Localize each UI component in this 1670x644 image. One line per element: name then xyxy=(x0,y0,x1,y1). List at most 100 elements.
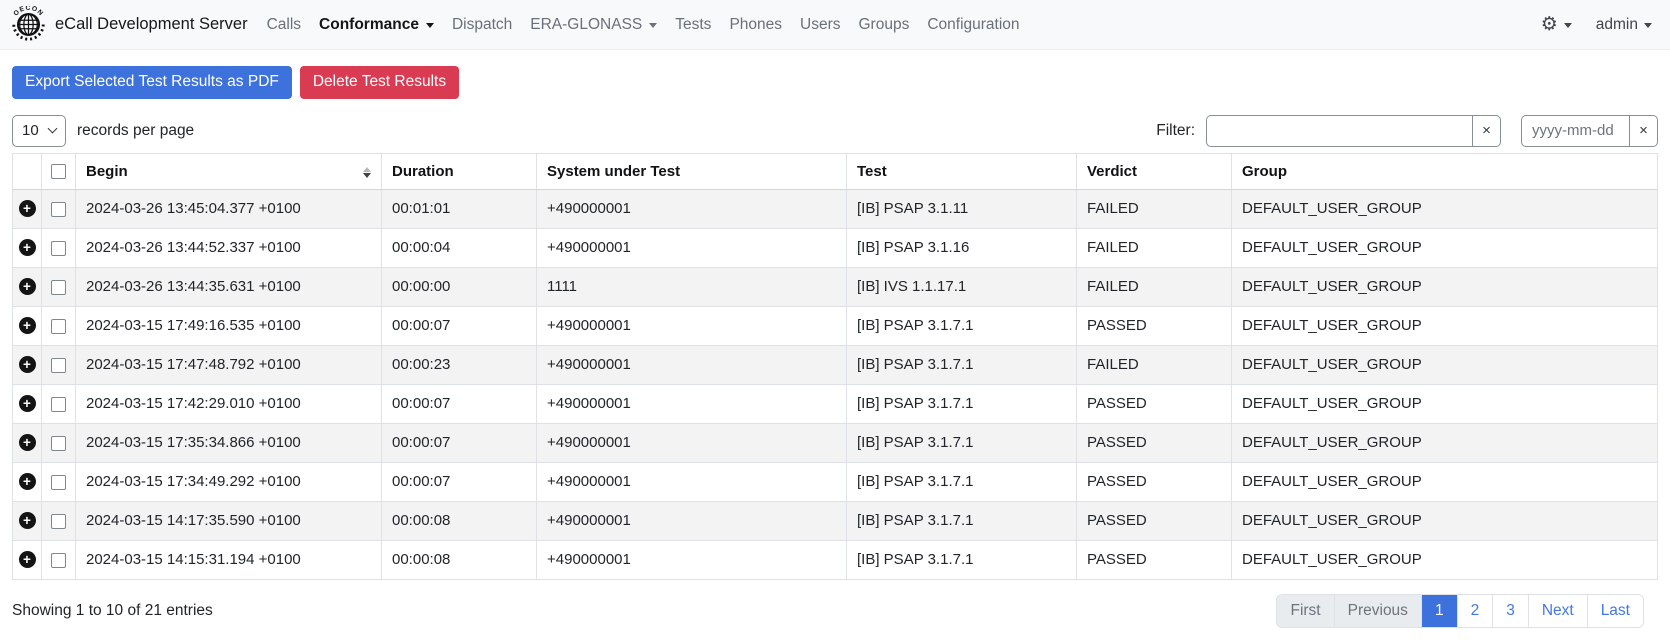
expand-column-header xyxy=(12,152,42,190)
row-group: DEFAULT_USER_GROUP xyxy=(1231,383,1658,424)
row-begin: 2024-03-26 13:44:52.337 +0100 xyxy=(75,227,382,268)
expand-row-button[interactable]: + xyxy=(18,356,36,374)
row-system-under-test: +490000001 xyxy=(536,227,847,268)
page-1[interactable]: 1 xyxy=(1421,594,1458,627)
test-results-table: Begin Duration System under Test Test Verdic… xyxy=(12,152,1658,580)
row-duration: 00:00:00 xyxy=(381,266,537,307)
row-verdict: FAILED xyxy=(1076,227,1232,268)
table-controls: 10 records per page Filter: × × xyxy=(12,114,1658,147)
row-checkbox[interactable] xyxy=(51,279,66,295)
expand-row-button[interactable]: + xyxy=(18,395,36,413)
page-next[interactable]: Next xyxy=(1528,594,1588,627)
table-row: +2024-03-15 17:35:34.866 +0100 00:00:07 +4… xyxy=(12,422,1658,463)
expand-row-button[interactable]: + xyxy=(18,200,36,218)
expand-cell: + xyxy=(12,188,42,229)
nav-item-label: Groups xyxy=(858,15,910,33)
nav-item-dispatch[interactable]: Dispatch xyxy=(443,8,521,42)
column-header-verdict[interactable]: Verdict xyxy=(1076,152,1232,190)
checkbox-cell xyxy=(41,422,76,463)
expand-cell: + xyxy=(12,461,42,502)
expand-cell: + xyxy=(12,422,42,463)
clear-filter-button[interactable]: × xyxy=(1472,114,1501,147)
user-dropdown[interactable]: admin xyxy=(1596,16,1652,34)
row-checkbox[interactable] xyxy=(51,396,66,412)
settings-dropdown[interactable]: ⚙ xyxy=(1541,15,1572,34)
row-verdict: PASSED xyxy=(1076,500,1232,541)
row-checkbox[interactable] xyxy=(51,318,66,334)
page-2[interactable]: 2 xyxy=(1457,594,1494,627)
table-row: +2024-03-26 13:45:04.377 +0100 00:01:01 +4… xyxy=(12,188,1658,229)
expand-row-button[interactable]: + xyxy=(18,434,36,452)
checkbox-cell xyxy=(41,188,76,229)
checkbox-cell xyxy=(41,227,76,268)
page-size-label: records per page xyxy=(77,121,195,139)
row-verdict: PASSED xyxy=(1076,422,1232,463)
nav-item-label: Conformance xyxy=(319,15,419,33)
column-header-label: System under Test xyxy=(547,162,681,180)
row-system-under-test: +490000001 xyxy=(536,344,847,385)
row-group: DEFAULT_USER_GROUP xyxy=(1231,422,1658,463)
expand-row-button[interactable]: + xyxy=(18,317,36,335)
nav-item-label: Configuration xyxy=(927,15,1020,33)
row-system-under-test: +490000001 xyxy=(536,539,847,580)
date-filter-input[interactable] xyxy=(1521,114,1629,147)
expand-row-button[interactable]: + xyxy=(18,473,36,491)
expand-row-button[interactable]: + xyxy=(18,512,36,530)
row-checkbox[interactable] xyxy=(51,357,66,373)
row-checkbox[interactable] xyxy=(51,552,66,568)
row-test: [IB] PSAP 3.1.7.1 xyxy=(846,383,1077,424)
row-checkbox[interactable] xyxy=(51,513,66,529)
chevron-down-icon xyxy=(425,23,434,28)
toolbar: Export Selected Test Results as PDF Dele… xyxy=(12,66,1658,99)
column-header-system-under-test[interactable]: System under Test xyxy=(536,152,847,190)
sort-asc-icon xyxy=(363,166,371,172)
expand-cell: + xyxy=(12,539,42,580)
expand-row-button[interactable]: + xyxy=(18,551,36,569)
column-header-label: Verdict xyxy=(1087,162,1138,180)
page-size-select[interactable]: 10 xyxy=(12,114,66,147)
sort-desc-icon xyxy=(363,172,371,178)
row-begin: 2024-03-15 14:17:35.590 +0100 xyxy=(75,500,382,541)
nav-item-tests[interactable]: Tests xyxy=(666,8,720,42)
expand-cell: + xyxy=(12,344,42,385)
checkbox-cell xyxy=(41,461,76,502)
row-duration: 00:00:23 xyxy=(381,344,537,385)
checkbox-cell xyxy=(41,383,76,424)
expand-cell: + xyxy=(12,305,42,346)
nav-item-conformance[interactable]: Conformance xyxy=(310,8,443,42)
page-last[interactable]: Last xyxy=(1587,594,1643,627)
row-test: [IB] PSAP 3.1.7.1 xyxy=(846,344,1077,385)
row-checkbox[interactable] xyxy=(51,240,66,256)
nav-item-phones[interactable]: Phones xyxy=(720,8,791,42)
row-verdict: FAILED xyxy=(1076,188,1232,229)
clear-date-button[interactable]: × xyxy=(1629,114,1658,147)
checkbox-cell xyxy=(41,500,76,541)
expand-cell: + xyxy=(12,383,42,424)
column-header-test[interactable]: Test xyxy=(846,152,1077,190)
nav-item-configuration[interactable]: Configuration xyxy=(918,8,1028,42)
page-3[interactable]: 3 xyxy=(1493,594,1529,627)
delete-results-button[interactable]: Delete Test Results xyxy=(299,66,460,99)
row-test: [IB] PSAP 3.1.7.1 xyxy=(846,461,1077,502)
expand-cell: + xyxy=(12,500,42,541)
column-header-group[interactable]: Group xyxy=(1231,152,1658,190)
export-pdf-button[interactable]: Export Selected Test Results as PDF xyxy=(12,66,292,99)
main-menu: Calls Conformance Dispatch ERA-GLONASS Tests… xyxy=(258,8,1029,42)
row-checkbox[interactable] xyxy=(51,474,66,490)
filter-input[interactable] xyxy=(1206,114,1472,147)
expand-cell: + xyxy=(12,227,42,268)
nav-item-era-glonass[interactable]: ERA-GLONASS xyxy=(521,8,666,42)
expand-row-button[interactable]: + xyxy=(18,239,36,257)
nav-item-groups[interactable]: Groups xyxy=(850,8,919,42)
row-group: DEFAULT_USER_GROUP xyxy=(1231,539,1658,580)
nav-item-calls[interactable]: Calls xyxy=(258,8,310,42)
select-all-checkbox[interactable] xyxy=(51,164,66,180)
column-header-duration[interactable]: Duration xyxy=(381,152,537,190)
row-checkbox[interactable] xyxy=(51,201,66,217)
row-checkbox[interactable] xyxy=(51,435,66,451)
row-group: DEFAULT_USER_GROUP xyxy=(1231,266,1658,307)
nav-item-users[interactable]: Users xyxy=(791,8,849,42)
column-header-begin[interactable]: Begin xyxy=(75,152,382,190)
expand-row-button[interactable]: + xyxy=(18,278,36,296)
row-duration: 00:00:07 xyxy=(381,383,537,424)
